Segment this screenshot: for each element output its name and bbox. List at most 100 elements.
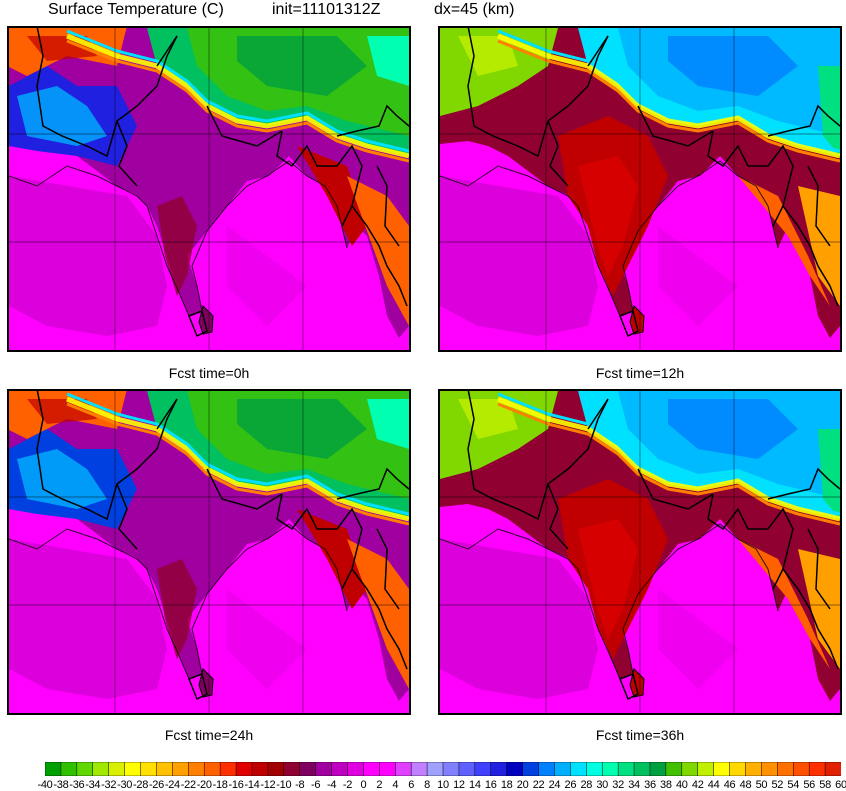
panel-title-36h: Fcst time=36h — [595, 727, 685, 743]
colorbar-swatch — [633, 762, 651, 776]
colorbar-swatch — [777, 762, 794, 776]
map-panel-0h — [7, 26, 411, 352]
country-border — [376, 165, 400, 247]
colorbar-swatch — [410, 762, 428, 776]
colorbar-tick-label: 6 — [408, 779, 415, 791]
colorbar-tick-label: 22 — [532, 779, 545, 791]
map-panel-24h — [7, 389, 411, 715]
panel-title-0h: Fcst time=0h — [168, 365, 250, 381]
colorbar-tick-label: 48 — [739, 779, 752, 791]
colorbar-tick-label: 46 — [723, 779, 736, 791]
country-border — [619, 672, 639, 701]
country-border — [156, 35, 178, 67]
country-border — [619, 309, 639, 338]
colorbar-tick-label: 2 — [376, 779, 383, 791]
header-dx: dx=45 (km) — [434, 1, 515, 18]
colorbar-swatch — [554, 762, 572, 776]
colorbar-tick-label: 36 — [644, 779, 656, 791]
country-border — [156, 398, 178, 430]
colorbar-tick-label: 8 — [424, 779, 430, 791]
colorbar-tick-label: -12 — [260, 779, 276, 791]
colorbar-tick-label: -16 — [228, 779, 244, 791]
colorbar-swatch — [649, 762, 667, 776]
colorbar-tick-label: -8 — [295, 779, 305, 791]
colorbar-tick-label: -22 — [180, 779, 196, 791]
colorbar-tick-label: -38 — [53, 779, 69, 791]
colorbar-swatch — [713, 762, 731, 776]
colorbar-tick-label: 42 — [691, 779, 704, 791]
colorbar-tick-label: -40 — [37, 779, 53, 791]
colorbar-tick-label: 18 — [500, 779, 513, 791]
colorbar-swatch — [442, 762, 460, 776]
colorbar-swatch — [761, 762, 779, 776]
country-border — [707, 130, 794, 227]
colorbar-tick-label: 26 — [564, 779, 577, 791]
colorbar-tick-label: -28 — [133, 779, 149, 791]
colorbar-swatch — [267, 762, 285, 776]
country-border — [206, 105, 283, 147]
colorbar-tick-label: 16 — [484, 779, 497, 791]
colorbar-tick-label: -4 — [326, 779, 337, 791]
colorbar-swatch — [172, 762, 190, 776]
colorbar-swatch — [124, 762, 142, 776]
colorbar-tick-label: 30 — [596, 779, 609, 791]
colorbar-tick-label: -6 — [311, 779, 321, 791]
colorbar-tick-label: -2 — [342, 779, 353, 791]
colorbar-tick-label: 58 — [819, 779, 831, 791]
colorbar — [45, 762, 841, 776]
colorbar-tick-label: -14 — [244, 779, 260, 791]
colorbar-tick-label: 50 — [755, 779, 768, 791]
colorbar-tick-label: 32 — [612, 779, 624, 791]
colorbar-swatch — [92, 762, 110, 776]
country-border — [767, 104, 840, 137]
colorbar-swatch — [347, 762, 365, 776]
colorbar-tick-label: 24 — [548, 779, 561, 791]
colorbar-swatch — [506, 762, 524, 776]
colorbar-tick-label: 14 — [469, 779, 481, 791]
colorbar-swatch — [570, 762, 588, 776]
country-border — [276, 493, 363, 590]
panel-frame — [438, 389, 842, 715]
country-border — [188, 309, 208, 338]
colorbar-swatch — [617, 762, 635, 776]
colorbar-swatch — [156, 762, 174, 776]
colorbar-swatch — [474, 762, 492, 776]
colorbar-tick-label: 44 — [707, 779, 720, 791]
colorbar-swatch — [45, 762, 62, 776]
country-border — [547, 483, 569, 550]
colorbar-tick-label: -26 — [148, 779, 164, 791]
colorbar-swatch — [538, 762, 556, 776]
country-border — [807, 165, 831, 247]
colorbar-tick-label: 34 — [628, 779, 640, 791]
colorbar-tick-label: -32 — [101, 779, 117, 791]
panel-title-12h: Fcst time=12h — [595, 365, 685, 381]
colorbar-swatch — [681, 762, 699, 776]
panel-frame — [7, 26, 411, 352]
colorbar-swatch — [458, 762, 476, 776]
country-border — [707, 493, 794, 590]
country-border — [351, 205, 408, 307]
colorbar-swatch — [379, 762, 396, 776]
colorbar-swatch — [792, 762, 810, 776]
colorbar-swatch — [697, 762, 715, 776]
country-border — [336, 104, 409, 137]
map-panel-36h — [438, 389, 842, 715]
colorbar-tick-label: 40 — [675, 779, 688, 791]
country-border — [782, 568, 839, 670]
country-border — [376, 528, 400, 610]
country-border — [336, 467, 409, 500]
country-border — [587, 398, 609, 430]
colorbar-tick-label: -24 — [164, 779, 180, 791]
colorbar-tick-label: 12 — [453, 779, 465, 791]
colorbar-swatch — [522, 762, 540, 776]
colorbar-swatch — [283, 762, 301, 776]
country-border — [807, 528, 831, 610]
colorbar-swatch — [394, 762, 412, 776]
colorbar-swatch — [299, 762, 317, 776]
colorbar-tick-label: 20 — [516, 779, 529, 791]
country-border — [637, 468, 714, 510]
map-panel-12h — [438, 26, 842, 352]
panel-title-24h: Fcst time=24h — [164, 727, 254, 743]
colorbar-swatch — [824, 762, 841, 776]
country-border — [206, 468, 283, 510]
